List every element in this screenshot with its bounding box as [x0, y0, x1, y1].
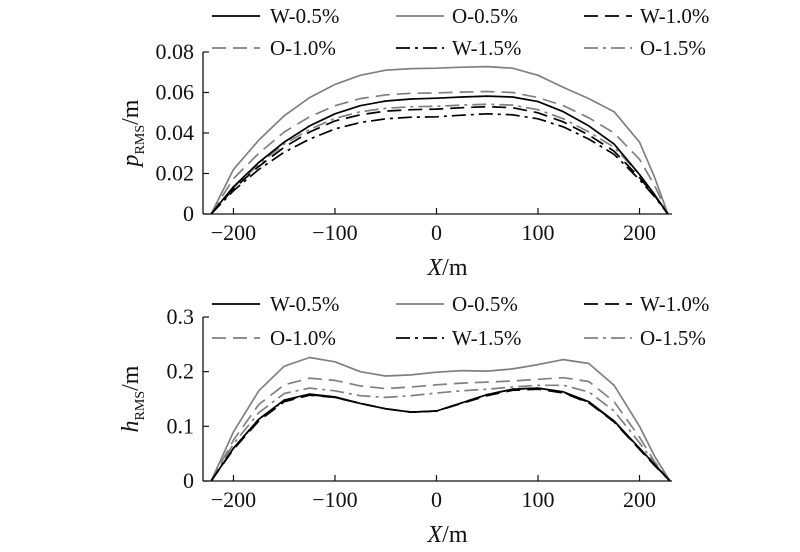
- series-line-o-0-5-: [210, 356, 671, 482]
- x-axis-label-variable: X: [426, 255, 443, 281]
- legend-label: W-0.5%: [270, 4, 339, 28]
- series-line-w-1-5-: [210, 112, 669, 215]
- x-tick-label: −200: [211, 487, 256, 512]
- series-line-o-0-5-: [210, 65, 669, 215]
- series-line-o-1-0-: [210, 90, 669, 215]
- y-axis-label-variable: h: [118, 420, 144, 432]
- x-tick-label: −100: [312, 220, 357, 245]
- height-rms-panel: 00.10.20.3−200 −100 0 100 200X/mhRMS/mW-0.5%…: [118, 292, 709, 548]
- y-axis-label: pRMS/m: [118, 99, 148, 168]
- x-axis-label: X/m: [426, 522, 467, 548]
- legend-label: W-1.0%: [640, 292, 709, 316]
- y-axis-label-subscript: RMS: [133, 125, 148, 155]
- x-axis-label: X/m: [426, 255, 467, 281]
- series-line-w-1-0-: [210, 105, 669, 215]
- legend-label: O-0.5%: [452, 292, 518, 316]
- y-tick-label: 0.08: [156, 39, 195, 64]
- x-tick-label: 0: [431, 487, 442, 512]
- y-tick-label: 0.1: [167, 413, 195, 438]
- y-tick-label: 0.02: [156, 161, 195, 186]
- x-axis-label-unit: /m: [442, 255, 468, 281]
- x-tick-label: 100: [522, 220, 555, 245]
- legend-label: O-1.0%: [270, 326, 336, 350]
- series-line-o-1-5-: [210, 384, 671, 482]
- x-tick-label: 0: [431, 220, 442, 245]
- series-line-w-1-5-: [210, 387, 671, 482]
- x-axis-label-unit: /m: [442, 522, 468, 548]
- series-line-w-0-5-: [210, 95, 669, 215]
- y-axis-label-subscript: RMS: [133, 391, 148, 421]
- pressure-rms-panel: 00.020.040.060.08−200 −100 0 100 200X/mpRMS/…: [118, 4, 709, 281]
- legend-label: O-1.5%: [640, 36, 706, 60]
- legend-label: O-0.5%: [452, 4, 518, 28]
- y-tick-label: 0.04: [156, 120, 195, 145]
- y-axis-label-unit: /m: [118, 99, 144, 125]
- series-line-o-1-5-: [210, 103, 669, 215]
- x-tick-label: −100: [312, 487, 357, 512]
- x-tick-label: 100: [522, 487, 555, 512]
- x-tick-label: −200: [211, 220, 256, 245]
- y-tick-label: 0.3: [167, 304, 195, 329]
- y-tick-label: 0.2: [167, 359, 195, 384]
- legend-label: O-1.5%: [640, 326, 706, 350]
- series-line-o-1-0-: [210, 376, 671, 482]
- y-tick-label: 0.06: [156, 80, 195, 105]
- y-axis-label-variable: p: [118, 154, 144, 168]
- y-axis-label-group: hRMS/m: [118, 365, 148, 432]
- y-axis-label-unit: /m: [118, 365, 144, 391]
- legend-label: W-1.0%: [640, 4, 709, 28]
- legend-label: O-1.0%: [270, 36, 336, 60]
- y-tick-label: 0: [183, 201, 194, 226]
- x-tick-label: 200: [623, 220, 656, 245]
- legend-label: W-1.5%: [452, 326, 521, 350]
- y-tick-label: 0: [183, 468, 194, 493]
- legend-label: W-0.5%: [270, 292, 339, 316]
- x-tick-label: 200: [623, 487, 656, 512]
- x-axis-label-variable: X: [426, 522, 443, 548]
- legend-label: W-1.5%: [452, 36, 521, 60]
- y-axis-label-group: pRMS/m: [118, 99, 148, 168]
- y-axis-label: hRMS/m: [118, 365, 148, 432]
